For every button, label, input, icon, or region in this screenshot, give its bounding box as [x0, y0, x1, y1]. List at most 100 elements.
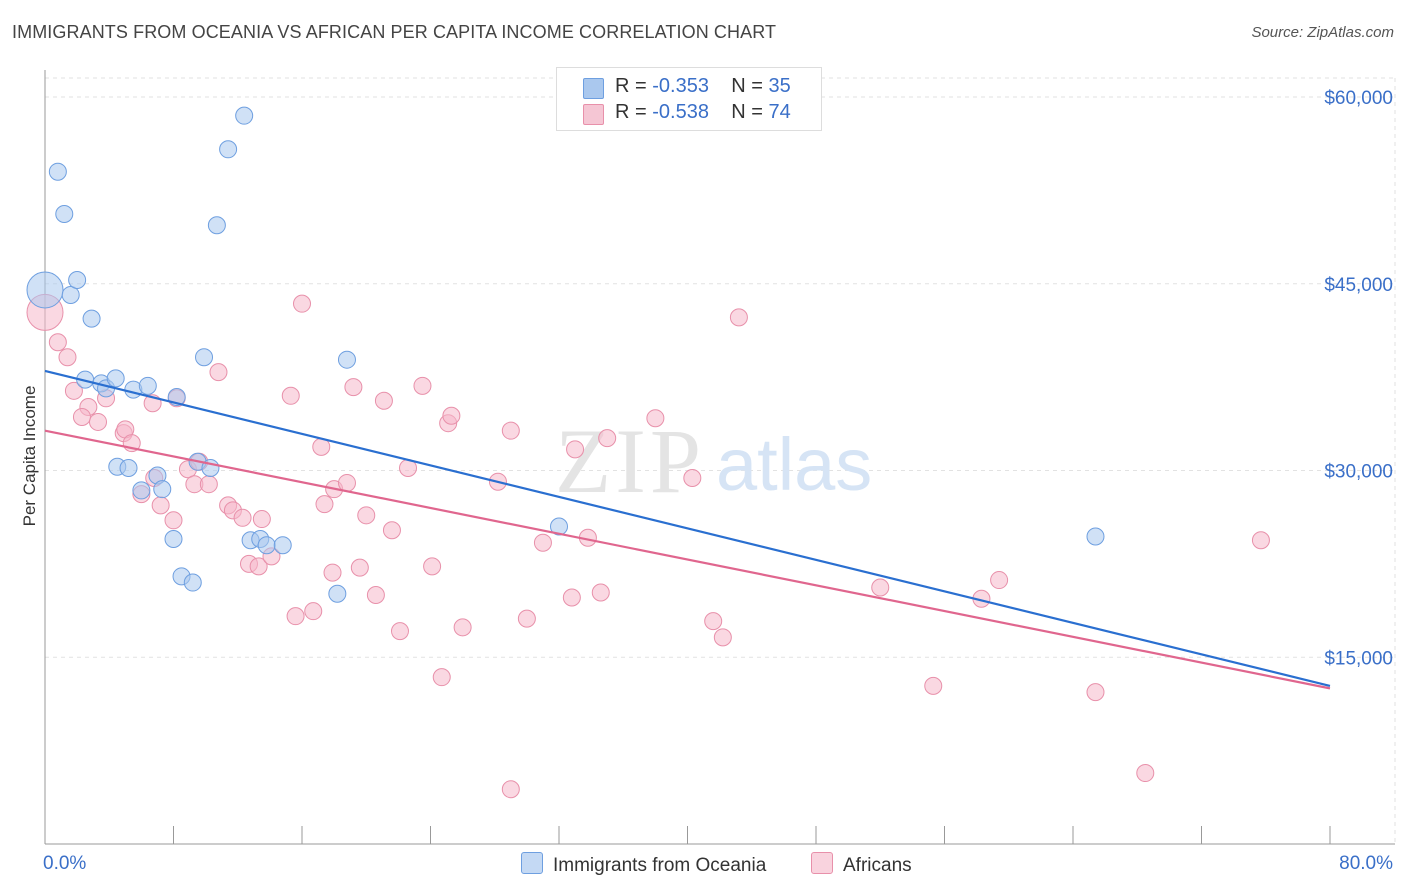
- y-tick-label: $60,000: [1324, 88, 1393, 109]
- legend-r-value: -0.538: [652, 101, 709, 123]
- point-african: [423, 557, 442, 576]
- legend-n-value: 35: [768, 75, 791, 97]
- point-oceania: [257, 536, 276, 555]
- point-african: [990, 571, 1009, 590]
- bottom-legend-africans: Africans: [811, 852, 912, 877]
- source-label: Source: ZipAtlas.com: [1251, 24, 1394, 41]
- legend-r-value: -0.353: [652, 75, 709, 97]
- point-oceania: [82, 309, 101, 328]
- point-oceania: [153, 480, 172, 499]
- point-african: [382, 521, 401, 540]
- point-african: [729, 308, 748, 327]
- point-oceania: [26, 271, 64, 309]
- point-african: [591, 583, 610, 602]
- point-african: [501, 421, 520, 440]
- point-african: [413, 376, 432, 395]
- bottom-legend-label: Immigrants from Oceania: [553, 855, 767, 876]
- axes: [44, 70, 1395, 845]
- point-oceania: [183, 573, 202, 592]
- legend-r-label: R =: [615, 75, 653, 97]
- point-african: [390, 622, 409, 641]
- trend-line-africans: [44, 429, 1331, 690]
- legend-n-label: N =: [731, 75, 769, 97]
- point-african: [533, 533, 552, 552]
- point-oceania: [106, 369, 125, 388]
- point-african: [249, 557, 268, 576]
- bottom-legend-swatch-blue: [521, 852, 543, 874]
- point-african: [566, 440, 585, 459]
- bottom-legend-oceania: Immigrants from Oceania: [521, 852, 766, 877]
- point-african: [704, 612, 723, 631]
- point-african: [442, 406, 461, 425]
- point-african: [683, 468, 702, 487]
- point-oceania: [132, 481, 151, 500]
- x-tick-label-right: 80.0%: [1339, 853, 1393, 874]
- point-african: [89, 412, 108, 431]
- point-african: [315, 495, 334, 514]
- watermark-atlas: atlas: [716, 423, 872, 506]
- point-oceania: [550, 517, 568, 536]
- point-african: [281, 386, 300, 405]
- point-african: [304, 602, 323, 621]
- point-african: [252, 510, 271, 529]
- legend-r-label: R =: [615, 101, 653, 123]
- point-oceania: [119, 459, 138, 478]
- point-oceania: [328, 584, 347, 603]
- point-african: [871, 578, 890, 597]
- point-african: [293, 294, 311, 313]
- point-oceania: [1086, 527, 1105, 546]
- bottom-legend-label: Africans: [843, 855, 912, 876]
- point-african: [58, 348, 77, 367]
- point-african: [233, 508, 252, 527]
- watermark-zip: ZIP: [555, 410, 705, 512]
- point-african: [432, 668, 451, 687]
- point-oceania: [164, 529, 183, 548]
- point-african: [151, 496, 170, 515]
- point-african: [357, 506, 376, 525]
- point-african: [344, 378, 363, 397]
- tick-labels: $15,000 $30,000 $45,000 $60,000 0.0% 80.0%: [43, 88, 1393, 874]
- point-oceania: [61, 285, 80, 304]
- point-african: [337, 473, 356, 492]
- point-oceania: [219, 140, 238, 159]
- point-african: [64, 381, 83, 400]
- point-african: [598, 429, 617, 448]
- bottom-legend-swatch-pink: [811, 852, 833, 874]
- point-african: [453, 618, 472, 637]
- y-tick-label: $30,000: [1324, 462, 1393, 483]
- point-oceania: [55, 205, 74, 224]
- point-african: [366, 586, 385, 604]
- point-african: [646, 409, 665, 428]
- y-tick-label: $45,000: [1324, 275, 1393, 296]
- point-african: [350, 558, 369, 577]
- point-african: [713, 628, 732, 647]
- point-african: [209, 363, 228, 382]
- point-african: [199, 475, 218, 494]
- point-oceania: [235, 106, 254, 125]
- point-african: [517, 609, 536, 628]
- point-african: [1086, 683, 1105, 702]
- x-tick-label-left: 0.0%: [43, 853, 86, 874]
- point-african: [323, 563, 342, 582]
- point-african: [374, 391, 393, 410]
- y-tick-label: $15,000: [1324, 648, 1393, 669]
- point-african: [48, 333, 67, 352]
- y-axis-label: Per Capita Income: [20, 386, 39, 527]
- legend-swatch-pink: [583, 104, 604, 125]
- point-oceania: [207, 216, 226, 235]
- point-oceania: [337, 350, 356, 369]
- point-african: [72, 407, 91, 426]
- data-points: [26, 106, 1270, 799]
- point-african: [1251, 531, 1270, 550]
- point-oceania: [195, 348, 214, 367]
- legend-n-value: 74: [768, 101, 791, 123]
- trend-line-oceania: [44, 369, 1331, 687]
- legend: R = -0.353 N = 35 R = -0.538 N = 74: [556, 67, 822, 131]
- point-african: [501, 780, 520, 799]
- point-african: [1136, 764, 1155, 783]
- legend-swatch-blue: [583, 78, 604, 99]
- point-oceania: [138, 376, 157, 395]
- trend-lines: [44, 369, 1331, 690]
- point-african: [164, 511, 183, 530]
